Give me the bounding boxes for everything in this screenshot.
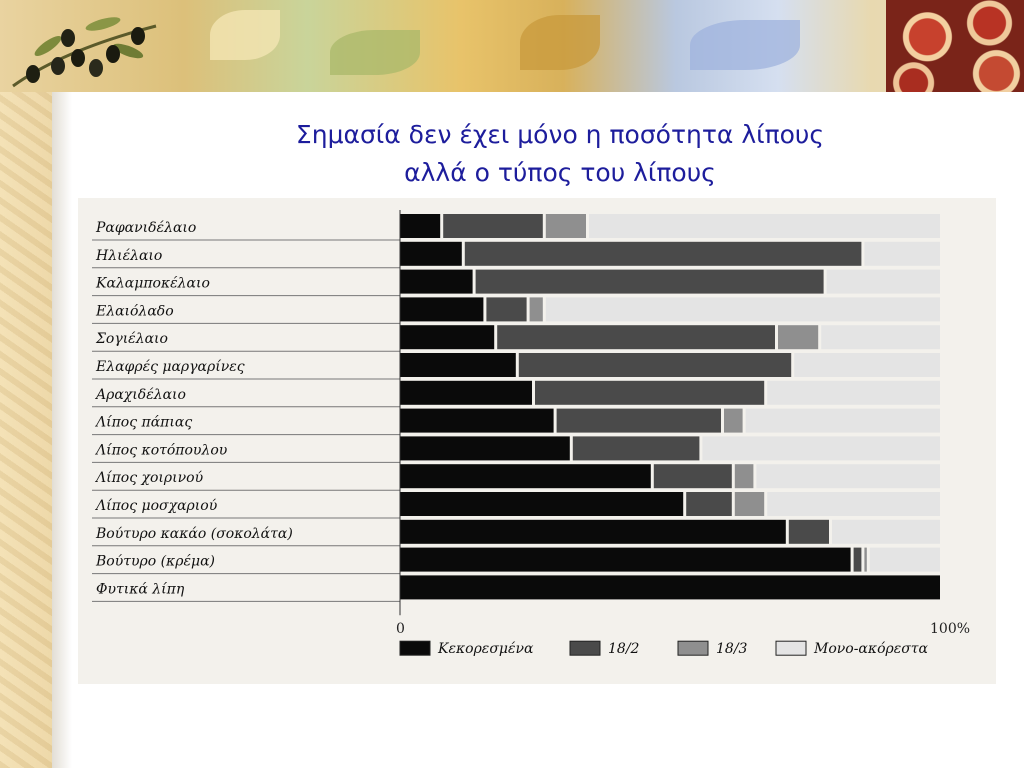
bar-segment [486, 297, 527, 322]
category-label: Λίπος πάπιας [94, 414, 192, 431]
category-label: Φυτικά λίπη [96, 580, 185, 597]
banner-leaf-shape [330, 30, 420, 75]
banner-leaf-shape [520, 15, 600, 70]
legend-label: 18/3 [716, 641, 748, 657]
bar-segment [464, 241, 862, 266]
bar-segment [400, 519, 786, 544]
bar-segment [400, 297, 484, 322]
bar-segment [400, 353, 516, 377]
bar-segment [556, 408, 721, 433]
bar-segment [826, 269, 940, 294]
decorative-left-strip [0, 0, 52, 768]
bar-segment [734, 464, 754, 489]
banner-leaf-shape [210, 10, 280, 60]
bar-segment [400, 408, 554, 433]
bar-segment [400, 241, 462, 266]
bar-segment [400, 492, 684, 516]
bar-segment [400, 269, 473, 294]
category-label: Ραφανιδέλαιο [95, 219, 196, 236]
figs-image [886, 0, 1024, 92]
bar-segment [853, 547, 862, 572]
category-label: Λίπος χοιρινού [94, 469, 204, 486]
decorative-banner [0, 0, 1024, 92]
title-line-2: αλλά ο τύπος του λίπους [404, 158, 716, 187]
decorative-shadow [52, 90, 72, 768]
bar-segment [545, 297, 940, 322]
legend-swatch [569, 640, 601, 656]
bar-segment [864, 547, 867, 572]
bar-segment [572, 436, 700, 461]
bar-segment [400, 464, 651, 489]
bar-segment [535, 380, 765, 405]
fat-type-stacked-bar-chart: Ραφανιδέλαιο Ηλιέλαιο Καλαμποκέλαιο Ελαιόλα… [92, 210, 970, 657]
bar-segment [686, 492, 732, 516]
category-label: Λίπος μοσχαριού [94, 497, 218, 514]
legend-swatch [677, 640, 709, 656]
bar-segment [653, 464, 732, 489]
bar-segment [475, 269, 824, 294]
bar-segment [400, 547, 851, 572]
category-label: Ηλιέλαιο [95, 247, 162, 264]
bar-segment [821, 325, 940, 350]
bar-segment [529, 297, 543, 322]
legend-label: 18/2 [608, 641, 640, 657]
category-label: Αραχιδέλαιο [94, 386, 186, 403]
bar-segment [702, 436, 940, 461]
category-label: Λίπος κοτόπουλου [94, 441, 228, 458]
category-label: Ελαφρές μαργαρίνες [95, 358, 245, 375]
category-label: Ελαιόλαδο [95, 303, 174, 319]
x-tick-label: 0 [396, 621, 405, 637]
category-label: Σογιέλαιο [95, 330, 168, 347]
bar-segment [400, 380, 532, 405]
bar-segment [832, 519, 940, 544]
banner-leaf-shape [690, 20, 800, 70]
category-label: Καλαμποκέλαιο [95, 275, 210, 292]
bar-segment [724, 408, 743, 433]
bar-segment [400, 436, 570, 461]
bar-segment [794, 353, 940, 377]
bar-segment [400, 575, 940, 600]
bar-segment [745, 408, 940, 433]
bar-segment [734, 492, 765, 516]
legend-label: Κεκορεσμένα [437, 640, 534, 657]
bar-segment [756, 464, 940, 489]
slide-title: Σημασία δεν έχει μόνο η ποσότητα λίπους … [160, 116, 960, 192]
bar-segment [869, 547, 940, 572]
bar-segment [589, 214, 940, 238]
legend-swatch [775, 640, 807, 656]
title-line-1: Σημασία δεν έχει μόνο η ποσότητα λίπους [295, 120, 825, 149]
olive-branch-image [12, 17, 157, 88]
category-label: Βούτυρο (κρέμα) [95, 553, 215, 570]
bar-segment [497, 325, 775, 350]
bar-segment [545, 214, 586, 238]
x-tick-label: 100% [930, 621, 970, 637]
bar-segment [767, 380, 940, 405]
bar-segment [788, 519, 829, 544]
bar-segment [778, 325, 819, 350]
chart-panel: Ραφανιδέλαιο Ηλιέλαιο Καλαμποκέλαιο Ελαιόλα… [78, 198, 996, 684]
bar-segment [518, 353, 792, 377]
legend-label: Μονο-ακόρεστα [813, 641, 929, 657]
category-label: Βούτυρο κακάο (σοκολάτα) [95, 526, 293, 542]
bar-segment [864, 241, 940, 266]
legend-swatch [399, 640, 431, 656]
bar-segment [767, 492, 940, 516]
bar-segment [400, 325, 495, 350]
bar-segment [443, 214, 543, 238]
bar-segment [400, 214, 441, 238]
